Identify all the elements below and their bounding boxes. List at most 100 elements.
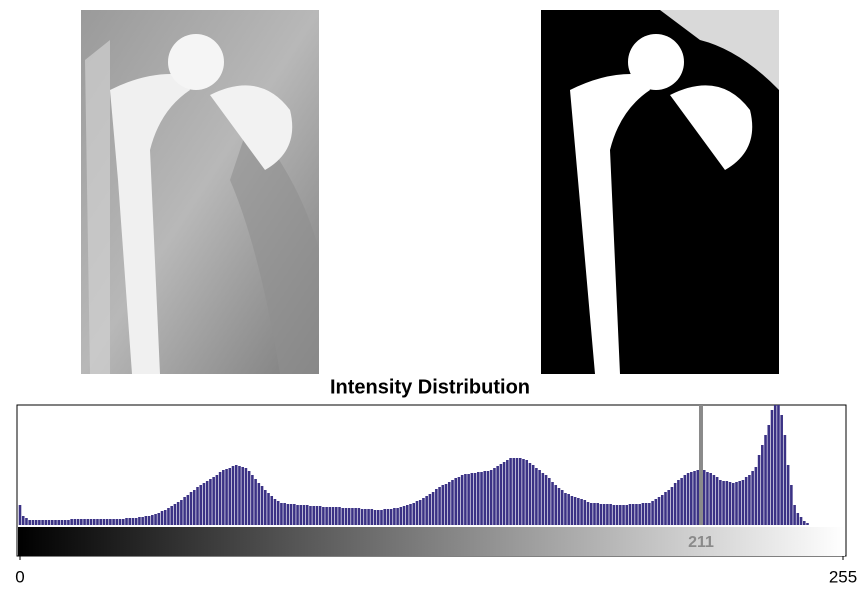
bar — [387, 509, 390, 525]
bar — [438, 487, 441, 525]
bar — [319, 506, 322, 525]
bar — [312, 506, 315, 525]
bar — [70, 519, 73, 525]
bar — [254, 479, 257, 525]
bar — [203, 483, 206, 525]
bar — [716, 477, 719, 525]
bar — [616, 505, 619, 525]
bar — [525, 460, 528, 525]
bar — [451, 480, 454, 525]
bar — [803, 521, 806, 525]
bar — [290, 504, 293, 525]
bar — [74, 519, 77, 525]
bar — [680, 478, 683, 525]
bar — [164, 510, 167, 525]
bar — [106, 519, 109, 525]
bar — [303, 505, 306, 525]
bar — [480, 472, 483, 525]
bar — [755, 467, 758, 525]
bar — [338, 507, 341, 525]
bar — [209, 479, 212, 525]
bar — [216, 475, 219, 525]
bar — [196, 487, 199, 525]
bar — [464, 474, 467, 525]
bar — [587, 502, 590, 525]
bar — [374, 510, 377, 525]
bar — [396, 508, 399, 525]
bar — [148, 516, 151, 525]
bar — [138, 517, 141, 525]
bar — [222, 470, 225, 525]
bar — [190, 492, 193, 525]
bar — [25, 518, 28, 525]
bar — [632, 504, 635, 525]
bar — [758, 455, 761, 525]
bar — [135, 518, 138, 525]
bar — [471, 473, 474, 525]
bar — [299, 505, 302, 525]
bar — [609, 504, 612, 525]
bar — [287, 504, 290, 525]
bar — [574, 497, 577, 525]
bar — [513, 458, 516, 525]
bar — [77, 519, 80, 525]
bar — [797, 513, 800, 525]
bar — [483, 471, 486, 525]
bar — [409, 504, 412, 525]
bar — [787, 465, 790, 525]
bar — [554, 485, 557, 525]
bar — [277, 501, 280, 525]
bar — [726, 481, 729, 525]
bar — [719, 480, 722, 525]
bar — [442, 485, 445, 525]
bar — [571, 496, 574, 525]
bar — [771, 410, 774, 525]
bar — [154, 514, 157, 525]
bar — [64, 520, 67, 525]
bar — [551, 482, 554, 525]
bar — [777, 405, 780, 525]
bar — [322, 507, 325, 525]
bar — [232, 466, 235, 525]
bar — [516, 458, 519, 525]
bar — [709, 473, 712, 525]
bar — [325, 507, 328, 525]
bar — [235, 465, 238, 525]
bar — [51, 520, 54, 525]
original-image — [81, 10, 319, 374]
bar — [448, 482, 451, 525]
bar — [406, 505, 409, 525]
bar — [183, 497, 186, 525]
bar — [22, 516, 25, 525]
bar — [251, 475, 254, 525]
bar — [61, 520, 64, 525]
bar — [403, 506, 406, 525]
bar — [161, 511, 164, 525]
bar — [567, 494, 570, 525]
bar — [477, 472, 480, 525]
bar — [245, 468, 248, 525]
bar — [54, 520, 57, 525]
bar — [487, 471, 490, 525]
bar — [677, 480, 680, 525]
bar — [116, 519, 119, 525]
bar — [751, 471, 754, 525]
bar — [661, 495, 664, 525]
bar — [790, 485, 793, 525]
bar — [383, 509, 386, 525]
bar — [529, 463, 532, 525]
bar — [703, 470, 706, 525]
bar — [128, 518, 131, 525]
bar — [619, 505, 622, 525]
bar — [764, 435, 767, 525]
bar — [490, 470, 493, 525]
bar — [293, 504, 296, 525]
bar — [348, 508, 351, 525]
bar — [493, 468, 496, 525]
bar — [664, 492, 667, 525]
bar — [729, 482, 732, 525]
bar — [558, 488, 561, 525]
bar — [606, 504, 609, 525]
bar — [99, 519, 102, 525]
bar — [596, 503, 599, 525]
